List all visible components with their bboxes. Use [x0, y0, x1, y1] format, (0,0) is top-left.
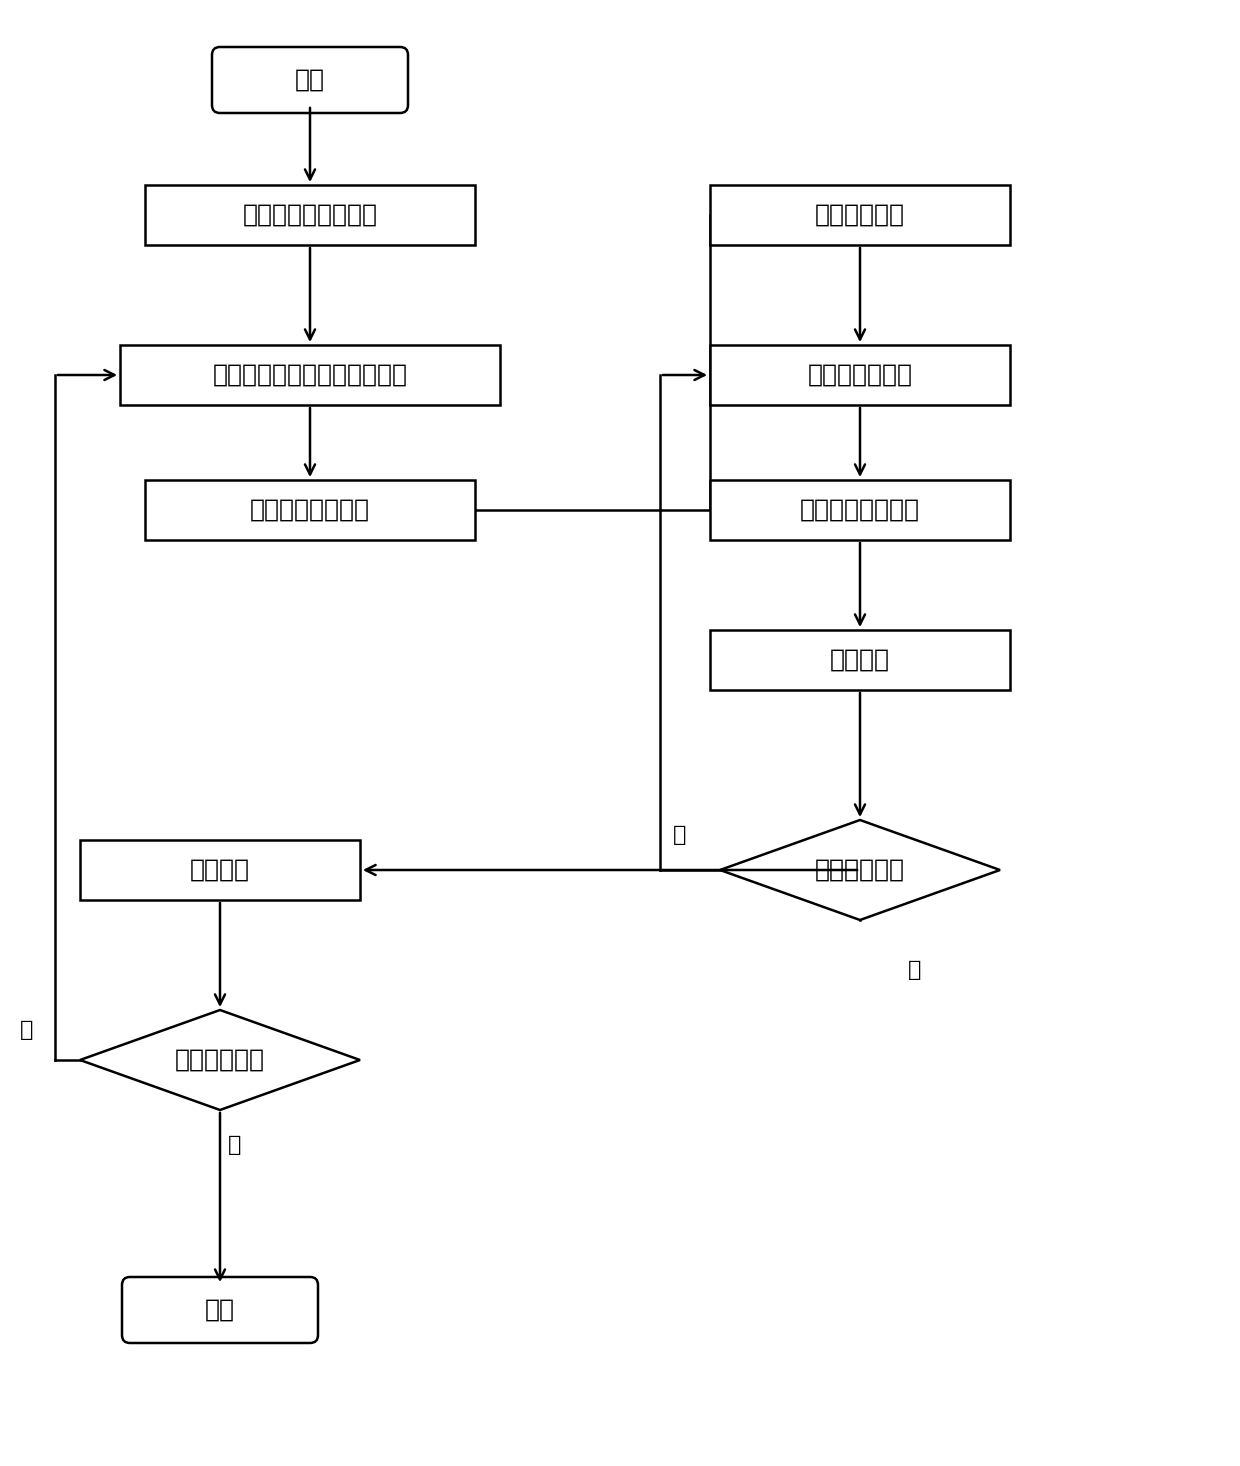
Text: 预估步的通量计算: 预估步的通量计算 [250, 498, 370, 522]
Text: 否: 否 [20, 1020, 33, 1039]
Text: 是: 是 [228, 1135, 242, 1155]
Text: 开始输运固定源计算: 开始输运固定源计算 [243, 202, 377, 227]
Text: 否: 否 [673, 825, 687, 844]
Text: 是否最后一步: 是否最后一步 [815, 858, 905, 883]
Bar [145, 479, 475, 539]
Text: 下一步点堆计算: 下一步点堆计算 [807, 364, 913, 387]
Polygon shape [720, 819, 999, 921]
Text: 线性插値点堆参数: 线性插値点堆参数 [800, 498, 920, 522]
FancyBboxPatch shape [212, 47, 408, 113]
Text: 是否最后一步: 是否最后一步 [175, 1048, 265, 1072]
Bar [711, 185, 1011, 245]
Text: 开始: 开始 [295, 67, 325, 92]
Polygon shape [81, 1010, 360, 1110]
Text: 开始点堆计算: 开始点堆计算 [815, 202, 905, 227]
Text: 校正通量: 校正通量 [190, 858, 250, 883]
Bar [711, 630, 1011, 690]
Bar [81, 840, 360, 900]
FancyBboxPatch shape [122, 1277, 317, 1343]
Bar [145, 185, 475, 245]
Text: 下一个时间步输运固定源计算: 下一个时间步输运固定源计算 [212, 364, 408, 387]
Bar [711, 345, 1011, 405]
Bar [711, 479, 1011, 539]
Text: 点堆求解: 点堆求解 [830, 648, 890, 671]
Text: 是: 是 [909, 960, 921, 979]
Text: 结束: 结束 [205, 1297, 236, 1322]
Bar [120, 345, 500, 405]
